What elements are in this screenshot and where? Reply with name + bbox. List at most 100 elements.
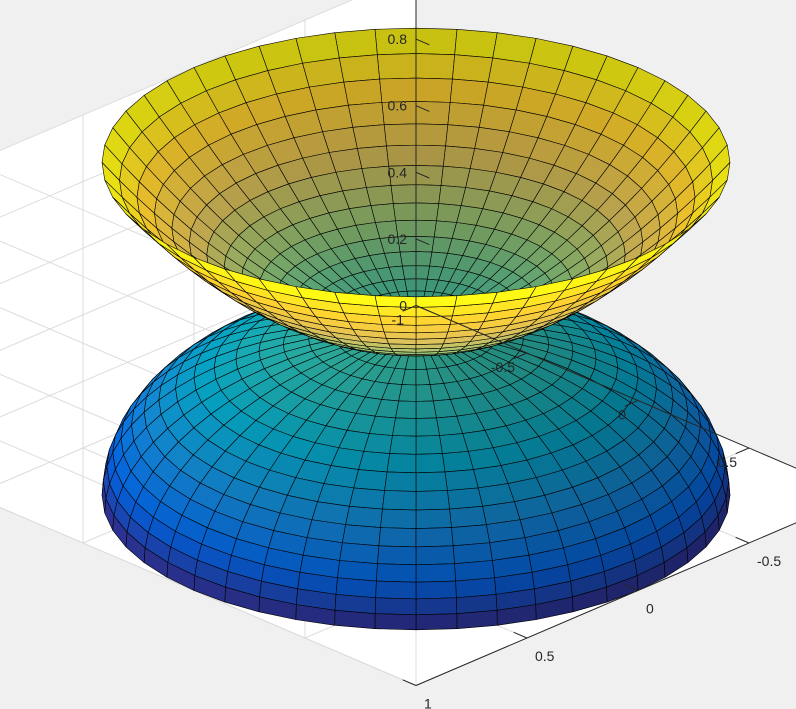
surface-face-lower bbox=[415, 471, 448, 492]
surface-face-lower bbox=[392, 417, 417, 437]
surface-face-lower bbox=[358, 451, 390, 473]
y-tick-label: 1 bbox=[424, 696, 432, 709]
surface-face-lower bbox=[451, 524, 490, 547]
z-tick-mark bbox=[415, 305, 430, 312]
surface-face-lower bbox=[456, 609, 498, 630]
surface-face-lower bbox=[415, 597, 458, 616]
surface-face-upper bbox=[445, 124, 480, 149]
surface-face-upper bbox=[383, 331, 417, 340]
surface-face-lower bbox=[415, 527, 454, 548]
surface-face-lower bbox=[377, 545, 417, 566]
surface-face-upper bbox=[357, 145, 389, 169]
z-tick-mark bbox=[415, 38, 430, 46]
surface-face-lower bbox=[376, 563, 417, 583]
surface-face-lower bbox=[452, 542, 493, 565]
surface-face-lower bbox=[345, 505, 383, 528]
surface-face-lower bbox=[415, 453, 446, 474]
surface-face-upper bbox=[374, 295, 417, 308]
surface-face-upper bbox=[334, 28, 378, 59]
surface-face-upper bbox=[483, 81, 524, 111]
surface-face-upper bbox=[347, 102, 385, 128]
x-tick-mark bbox=[735, 447, 750, 455]
surface-face-upper bbox=[454, 28, 498, 59]
surface-face-upper bbox=[415, 295, 458, 308]
surface-face-upper bbox=[440, 165, 471, 188]
surface-face-upper bbox=[449, 78, 489, 106]
tick-labels: 00.20.40.60.81-1-0.500.51-1-0.500.51 bbox=[388, 31, 782, 709]
surface-plot bbox=[101, 27, 731, 631]
surface-face-lower bbox=[415, 417, 440, 437]
surface-face-lower bbox=[386, 453, 417, 474]
x-tick-label: -1 bbox=[392, 312, 405, 328]
surface-face-lower bbox=[374, 613, 417, 631]
surface-face-upper bbox=[452, 54, 494, 83]
surface-face-upper bbox=[415, 331, 449, 340]
surface-face-upper bbox=[415, 123, 449, 147]
y-tick-label: 0.5 bbox=[535, 648, 555, 664]
surface-face-lower bbox=[447, 487, 483, 510]
surface-face-upper bbox=[392, 202, 417, 222]
x-tick-label: 0 bbox=[618, 407, 626, 423]
surface-face-lower bbox=[339, 542, 380, 565]
surface-face-lower bbox=[415, 580, 457, 600]
surface-face-upper bbox=[443, 145, 475, 169]
surface-face-lower bbox=[380, 508, 417, 529]
z-tick-label: 0.4 bbox=[388, 164, 408, 180]
surface-face-lower bbox=[442, 451, 474, 473]
y-tick-label: 0 bbox=[646, 601, 654, 617]
surface-face-upper bbox=[415, 219, 437, 238]
x-tick-mark bbox=[402, 305, 417, 312]
surface-face-lower bbox=[415, 563, 456, 583]
y-tick-mark bbox=[624, 584, 639, 591]
x-tick-mark bbox=[513, 352, 528, 360]
surface-face-upper bbox=[415, 251, 433, 267]
surface-face-upper bbox=[376, 53, 417, 80]
surface-face-upper bbox=[415, 184, 442, 204]
surface-face-lower bbox=[378, 527, 417, 548]
surface-face-upper bbox=[415, 144, 446, 167]
y-tick-label: -0.5 bbox=[757, 553, 781, 569]
surface-face-upper bbox=[415, 315, 453, 326]
surface-face-upper bbox=[399, 251, 417, 267]
x-tick-label: -0.5 bbox=[491, 359, 515, 375]
surface-face-lower bbox=[353, 469, 388, 491]
surface-face-lower bbox=[342, 524, 381, 547]
surface-face-lower bbox=[415, 435, 443, 455]
surface-face-upper bbox=[415, 101, 451, 125]
y-tick-mark bbox=[513, 631, 528, 639]
surface-face-upper bbox=[386, 144, 417, 167]
surface-face-upper bbox=[415, 165, 444, 186]
surface-face-upper bbox=[415, 77, 453, 103]
z-tick-label: 0.2 bbox=[388, 231, 408, 247]
surface-face-lower bbox=[375, 580, 417, 600]
surface-face-lower bbox=[374, 597, 417, 616]
surface-face-lower bbox=[389, 435, 417, 455]
surface-face-lower bbox=[415, 400, 437, 419]
x-tick-label: 0.5 bbox=[718, 454, 738, 470]
surface-face-lower bbox=[349, 487, 385, 510]
x-tick-mark bbox=[624, 400, 639, 407]
surface-face-lower bbox=[444, 469, 479, 491]
z-tick-mark bbox=[415, 171, 430, 179]
surface-face-lower bbox=[415, 613, 458, 631]
surface-face-upper bbox=[415, 202, 440, 222]
surface-face-upper bbox=[352, 124, 387, 149]
z-tick-label: 0.6 bbox=[388, 98, 408, 114]
z-tick-label: 0.8 bbox=[388, 31, 408, 47]
surface-face-upper bbox=[308, 81, 349, 111]
surface-face-upper bbox=[383, 123, 417, 147]
surface-face-lower bbox=[415, 545, 455, 566]
surface-face-lower bbox=[449, 505, 487, 528]
y-tick-mark bbox=[735, 536, 750, 544]
surface-face-upper bbox=[415, 236, 435, 253]
axis-lines bbox=[402, 0, 796, 686]
surface-face-lower bbox=[395, 400, 417, 419]
y-tick-mark bbox=[402, 679, 417, 686]
surface-face-lower bbox=[415, 508, 452, 529]
surface-face-lower bbox=[415, 490, 450, 511]
surface-face-upper bbox=[343, 78, 383, 106]
surface-face-upper bbox=[415, 324, 451, 334]
surface-face-upper bbox=[447, 102, 485, 128]
surface-face-upper bbox=[415, 53, 456, 80]
